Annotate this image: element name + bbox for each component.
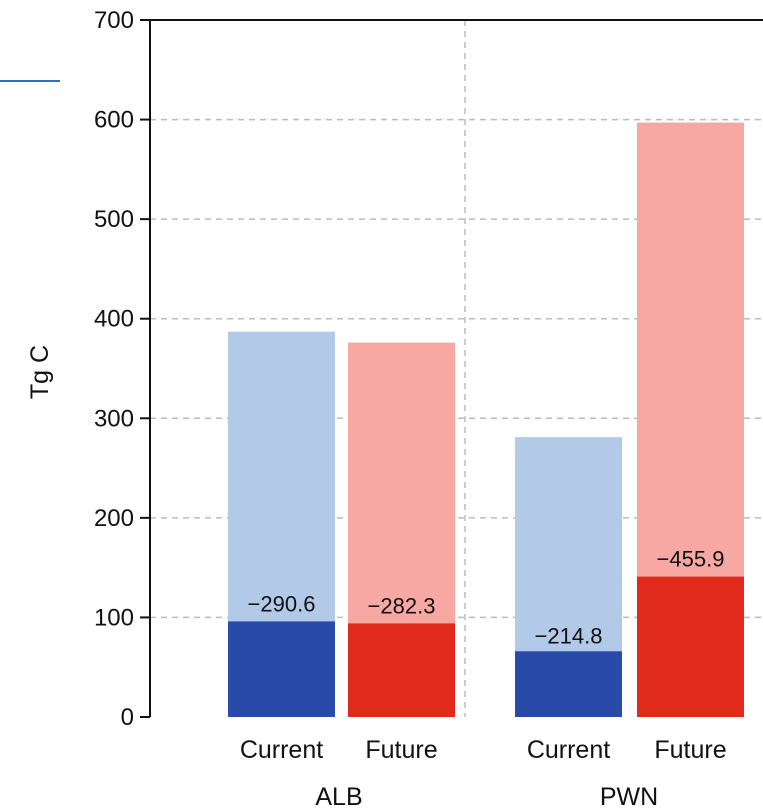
bars [228,122,744,717]
category-label: Future [365,736,437,764]
y-tick-label: 700 [94,7,134,34]
bar-lower [228,621,335,717]
y-tick-label: 200 [94,505,134,532]
data-label: −455.9 [657,547,725,572]
group-label: ALB [315,783,362,811]
category-label: Current [240,736,323,764]
data-label: −214.8 [535,623,603,648]
bar-lower [515,651,622,717]
axes [0,20,151,717]
y-ticks: 0 100 200 300 400 500 600 700 [94,7,763,731]
y-tick-label: 500 [94,206,134,233]
category-label: Future [654,736,726,764]
bar-lower [637,576,744,717]
category-label: Current [527,736,610,764]
bar-lower [348,623,455,717]
y-axis-title: Tg C [26,345,54,399]
y-tick-label: 0 [121,704,134,731]
y-tick-label: 100 [94,604,134,631]
labels: −290.6Current−282.3FutureALB−214.8Curren… [240,547,727,811]
y-tick-label: 400 [94,306,134,333]
data-label: −290.6 [248,591,316,616]
y-tick-label: 300 [94,405,134,432]
y-tick-label: 600 [94,107,134,134]
group-label: PWN [600,783,658,811]
data-label: −282.3 [368,593,436,618]
